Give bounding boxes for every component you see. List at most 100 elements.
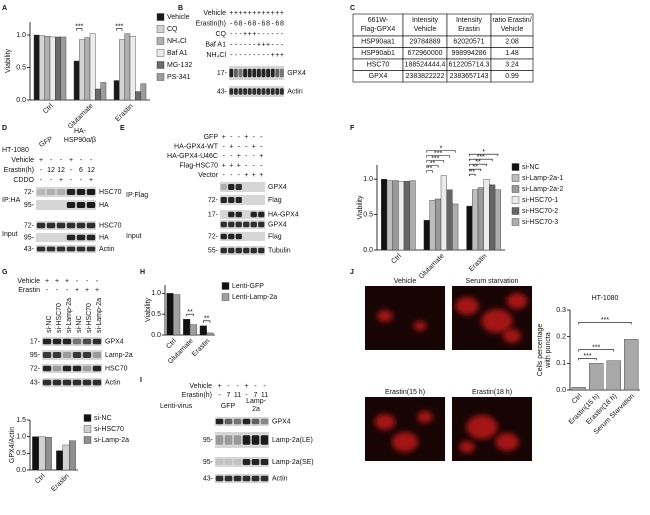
blot-band bbox=[224, 418, 233, 425]
micrograph-signal bbox=[377, 310, 393, 322]
blot-band bbox=[258, 211, 265, 218]
treatment-sign: - bbox=[238, 134, 241, 141]
lane-label: si-Lamp-2a bbox=[66, 298, 73, 333]
y-tick-label: 1.0 bbox=[151, 290, 161, 297]
blot-band bbox=[76, 222, 86, 229]
blot-band bbox=[242, 475, 251, 482]
panel-letter: G bbox=[2, 269, 8, 276]
blot-band bbox=[92, 338, 102, 345]
blot-band bbox=[46, 246, 56, 252]
treatment-label: Vehicle bbox=[17, 278, 40, 285]
significance-label: *** bbox=[583, 353, 591, 360]
treatment-label: NH₄Cl bbox=[206, 52, 226, 59]
blot-band bbox=[42, 338, 52, 345]
blot-band bbox=[251, 459, 260, 465]
bar bbox=[166, 293, 174, 336]
treatment-sign: - bbox=[230, 31, 233, 38]
table-cell-text: 2.08 bbox=[505, 39, 519, 46]
treatment-sign: - bbox=[238, 172, 241, 179]
bar bbox=[39, 35, 45, 101]
blot-band bbox=[82, 352, 92, 358]
blot-band bbox=[92, 365, 102, 372]
bar bbox=[403, 181, 410, 251]
treatment-sign: + bbox=[222, 134, 226, 141]
treatment-sign: - bbox=[260, 143, 263, 150]
significance-label: *** bbox=[592, 345, 600, 352]
y-tick-label: 0.1 bbox=[556, 360, 566, 367]
y-tick-label: 0.5 bbox=[16, 450, 26, 457]
mw-marker: 72- bbox=[208, 197, 219, 204]
treatment-sign: - bbox=[235, 31, 238, 38]
treatment-sign: - bbox=[249, 52, 252, 59]
blot-band bbox=[251, 435, 260, 445]
mw-marker: 43- bbox=[203, 475, 214, 482]
table-header: Flag-GPX4 bbox=[361, 26, 396, 33]
legend-label: Baf A1 bbox=[167, 50, 188, 57]
blot-band bbox=[215, 475, 224, 482]
significance-label: *** bbox=[115, 24, 123, 31]
legend-swatch bbox=[156, 25, 165, 33]
legend-swatch bbox=[511, 163, 520, 171]
legend-swatch bbox=[511, 185, 520, 193]
bar bbox=[429, 200, 436, 251]
micrograph-signal bbox=[374, 414, 396, 430]
micrograph-signal bbox=[481, 309, 513, 333]
table-header: Intensity bbox=[412, 17, 439, 24]
bar bbox=[189, 324, 197, 336]
table-header: Vehicle bbox=[501, 26, 524, 33]
treatment-sign: - bbox=[244, 41, 247, 48]
treatment-sign: - bbox=[80, 177, 83, 184]
significance-bracket bbox=[426, 170, 433, 173]
blot-band bbox=[66, 222, 76, 229]
blot-band bbox=[62, 365, 72, 372]
panel-letter: B bbox=[178, 5, 183, 12]
x-tick-label: Erastin bbox=[468, 253, 488, 273]
y-tick-label: 0.0 bbox=[556, 387, 566, 394]
blot-label: HA- bbox=[74, 128, 87, 135]
band-label: HA bbox=[99, 202, 109, 209]
treatment-sign: + bbox=[257, 10, 261, 17]
treatment-sign: + bbox=[261, 41, 265, 48]
treatment-sign: + bbox=[229, 143, 233, 150]
treatment-sign: - bbox=[50, 177, 53, 184]
blot-band bbox=[52, 365, 62, 372]
blot-band bbox=[270, 68, 275, 78]
bar bbox=[56, 450, 64, 471]
bar bbox=[466, 205, 473, 251]
blot-band bbox=[250, 247, 257, 254]
blot-strip bbox=[220, 182, 265, 192]
blot-band bbox=[36, 189, 46, 195]
blot-band bbox=[228, 233, 235, 240]
x-tick-label: Ctrl bbox=[571, 392, 584, 405]
treatment-sign: - bbox=[258, 20, 261, 27]
y-tick-label: 0.3 bbox=[556, 307, 566, 314]
significance-bracket bbox=[578, 358, 597, 361]
chart-title: HT-1080 bbox=[592, 295, 619, 302]
mw-marker: 17- bbox=[217, 70, 228, 77]
significance-label: * bbox=[440, 145, 443, 152]
legend-swatch bbox=[156, 49, 165, 57]
legend-label: MG-132 bbox=[167, 62, 192, 69]
treatment-sign: + bbox=[237, 162, 241, 169]
blot-band bbox=[242, 459, 251, 465]
blot-label: IP:Flag bbox=[126, 192, 148, 199]
legend-label: Lenti-GFP bbox=[232, 283, 264, 290]
treatment-sign: - bbox=[40, 177, 43, 184]
table-cell-text: HSP90aa1 bbox=[361, 39, 395, 46]
treatment-sign: - bbox=[253, 41, 256, 48]
treatment-sign: 6 bbox=[234, 20, 238, 27]
bar bbox=[392, 180, 399, 251]
legend-swatch bbox=[156, 73, 165, 81]
mw-marker: 55- bbox=[208, 247, 219, 254]
significance-bracket bbox=[578, 349, 615, 352]
blot-band bbox=[256, 68, 261, 78]
table-cell-text: 1.48 bbox=[505, 50, 519, 57]
blot-band bbox=[76, 234, 86, 241]
blot-band bbox=[82, 365, 92, 372]
blot-band bbox=[238, 88, 243, 95]
table-header: Vehicle bbox=[414, 26, 437, 33]
mw-marker: 95- bbox=[24, 234, 35, 241]
image-title: Erastin(18 h) bbox=[472, 389, 512, 396]
bar bbox=[79, 39, 85, 101]
